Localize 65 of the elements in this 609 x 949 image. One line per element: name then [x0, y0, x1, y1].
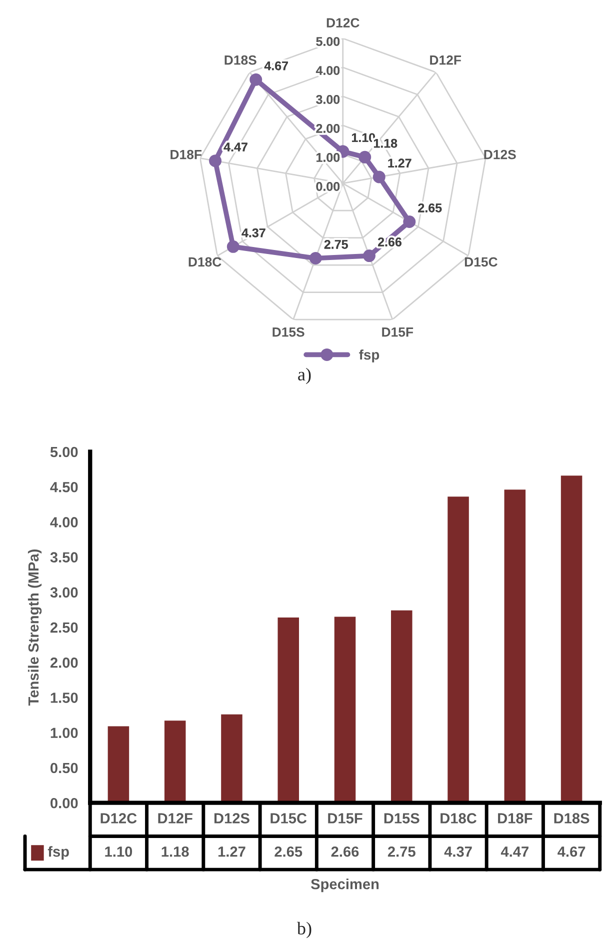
y-tick-label: 3.00: [50, 587, 78, 598]
bar: [106, 724, 130, 803]
data-label: 4.37: [242, 228, 266, 238]
y-tick-label: 0.00: [50, 798, 78, 808]
y-tick-label: 3.00: [316, 95, 340, 104]
spoke-label: D18S: [224, 55, 256, 65]
x-tick-label: D12F: [158, 813, 192, 824]
data-label: 2.65: [274, 846, 302, 857]
y-tick-label: 2.50: [50, 622, 78, 633]
legend-label: fsp: [359, 349, 380, 362]
y-tick-label: 1.00: [316, 153, 340, 162]
data-label: 1.18: [162, 846, 189, 857]
bar: [560, 474, 584, 803]
data-label: 4.37: [444, 846, 472, 857]
y-tick-label: 1.00: [50, 728, 78, 738]
x-tick-label: D18C: [440, 813, 477, 824]
data-label: 2.65: [418, 203, 442, 212]
data-label: 4.47: [500, 846, 528, 857]
x-tick-label: D15C: [270, 813, 307, 824]
data-label: 1.18: [374, 138, 398, 148]
data-label: 1.27: [218, 846, 246, 857]
spoke-label: D15S: [272, 327, 304, 337]
bar: [332, 615, 358, 803]
data-label: 4.67: [558, 846, 586, 857]
data-label: 2.75: [388, 846, 416, 857]
y-tick-label: 4.00: [50, 517, 78, 528]
y-tick-label: 0.50: [50, 762, 78, 774]
spoke-label: D15F: [382, 328, 414, 337]
spoke-label: D12S: [484, 150, 516, 160]
y-tick-label: 5.00: [50, 446, 78, 458]
x-tick-label: D12S: [214, 813, 250, 824]
y-tick-label: 0.00: [316, 182, 340, 191]
spoke-label: D18C: [188, 257, 222, 267]
x-tick-label: D18S: [554, 813, 590, 824]
y-tick-label: 4.50: [50, 482, 78, 492]
bar: [446, 495, 470, 803]
legend-label: fsp: [48, 846, 69, 860]
x-tick-label: D12C: [100, 813, 137, 824]
x-axis-title: Specimen: [310, 878, 379, 892]
bar: [220, 712, 244, 803]
bar: [276, 616, 300, 803]
x-tick-label: D15S: [384, 813, 420, 824]
data-label: 2.75: [324, 240, 348, 249]
y-tick-label: 3.50: [50, 552, 78, 563]
y-axis-title: Tensile Strength (MPa): [28, 550, 42, 706]
spoke-label: D18F: [170, 150, 202, 160]
spoke-label: D15C: [464, 257, 498, 267]
x-tick-label: D15F: [328, 813, 362, 824]
y-tick-label: 5.00: [316, 37, 340, 46]
data-label: 4.47: [224, 142, 248, 152]
y-tick-label: 2.00: [50, 658, 78, 668]
bar: [502, 488, 527, 803]
y-tick-label: 1.50: [50, 692, 78, 703]
data-label: 2.66: [331, 846, 359, 857]
bar: [163, 719, 188, 803]
y-tick-label: 4.00: [316, 66, 340, 75]
data-label: 1.27: [388, 158, 412, 168]
text: a): [298, 368, 311, 384]
data-label: 1.10: [105, 846, 132, 857]
text: b): [296, 922, 312, 938]
bar: [390, 609, 414, 803]
x-tick-label: D18F: [498, 813, 532, 824]
data-label: 4.67: [264, 61, 288, 70]
spoke-label: D12C: [326, 18, 360, 28]
spoke-label: D12F: [430, 55, 461, 65]
